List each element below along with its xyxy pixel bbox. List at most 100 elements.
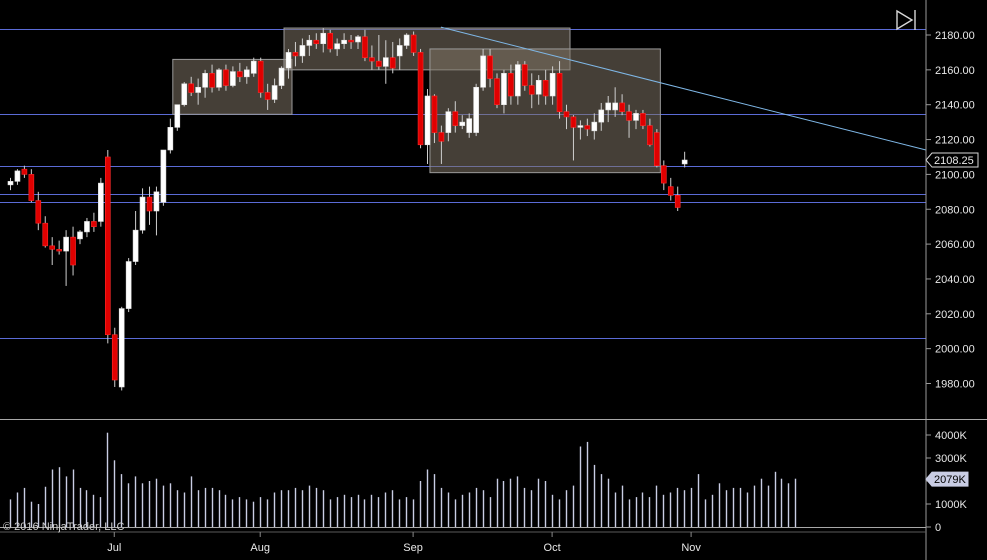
candle[interactable]: [619, 94, 625, 116]
candle[interactable]: [515, 61, 521, 105]
candle[interactable]: [681, 151, 688, 168]
candle[interactable]: [577, 120, 584, 140]
candle[interactable]: [501, 69, 507, 114]
candle[interactable]: [417, 48, 424, 149]
candle[interactable]: [508, 64, 514, 105]
candle[interactable]: [334, 38, 340, 56]
candle[interactable]: [174, 104, 181, 131]
candle[interactable]: [306, 35, 313, 56]
volume-series[interactable]: [9, 432, 797, 527]
candle[interactable]: [42, 216, 49, 248]
candle[interactable]: [98, 177, 104, 227]
candle[interactable]: [674, 186, 681, 211]
candle[interactable]: [237, 62, 243, 83]
candle[interactable]: [647, 118, 653, 147]
candle[interactable]: [376, 35, 382, 70]
candle[interactable]: [257, 57, 264, 98]
candle[interactable]: [584, 118, 591, 137]
candle[interactable]: [118, 306, 125, 391]
candle[interactable]: [230, 66, 236, 88]
candle[interactable]: [181, 82, 188, 107]
candle[interactable]: [139, 188, 146, 234]
candle[interactable]: [445, 108, 452, 142]
candle[interactable]: [494, 73, 500, 109]
candle[interactable]: [250, 57, 257, 77]
candle[interactable]: [605, 95, 612, 123]
candle[interactable]: [216, 68, 222, 91]
candle[interactable]: [77, 230, 83, 245]
candle[interactable]: [21, 165, 28, 178]
candle[interactable]: [56, 240, 62, 255]
candle[interactable]: [160, 149, 167, 206]
candle[interactable]: [452, 101, 459, 133]
candle[interactable]: [410, 31, 417, 56]
candle[interactable]: [278, 66, 285, 90]
candle[interactable]: [640, 109, 646, 130]
candle[interactable]: [480, 48, 486, 91]
candle[interactable]: [382, 40, 389, 84]
candle[interactable]: [209, 64, 215, 93]
candle[interactable]: [14, 169, 21, 185]
candle[interactable]: [341, 33, 347, 49]
candle[interactable]: [487, 48, 493, 88]
candle[interactable]: [320, 28, 327, 53]
candle[interactable]: [132, 210, 139, 266]
candle[interactable]: [202, 69, 208, 98]
candle[interactable]: [389, 41, 396, 74]
range-box[interactable]: [429, 48, 661, 174]
candle[interactable]: [563, 104, 570, 130]
candle[interactable]: [542, 69, 549, 105]
candle[interactable]: [570, 115, 577, 161]
candle[interactable]: [167, 118, 174, 154]
candlestick-series[interactable]: [7, 28, 688, 391]
candle[interactable]: [535, 75, 542, 105]
candle[interactable]: [424, 89, 431, 164]
candle[interactable]: [271, 78, 278, 103]
candle[interactable]: [473, 83, 479, 137]
candle[interactable]: [49, 237, 56, 266]
trendline-group[interactable]: [440, 26, 927, 151]
candle[interactable]: [556, 61, 563, 119]
candle[interactable]: [84, 217, 90, 238]
trendline[interactable]: [440, 26, 927, 151]
candle[interactable]: [369, 45, 375, 70]
candle[interactable]: [91, 212, 97, 232]
candle[interactable]: [348, 35, 354, 49]
candle[interactable]: [292, 41, 299, 67]
candle[interactable]: [244, 66, 250, 84]
candle[interactable]: [612, 87, 618, 117]
candle[interactable]: [223, 64, 229, 91]
candle[interactable]: [591, 113, 598, 140]
candle[interactable]: [7, 177, 14, 191]
candle[interactable]: [626, 104, 632, 138]
candle[interactable]: [396, 38, 403, 70]
candle[interactable]: [459, 115, 466, 130]
candle[interactable]: [285, 48, 292, 79]
candle[interactable]: [355, 35, 361, 49]
candle[interactable]: [264, 83, 271, 110]
candle[interactable]: [438, 125, 445, 164]
candle[interactable]: [549, 66, 556, 105]
candle[interactable]: [153, 186, 160, 236]
candle[interactable]: [299, 38, 306, 63]
candle[interactable]: [431, 94, 438, 144]
candle[interactable]: [327, 29, 334, 53]
candle[interactable]: [195, 78, 201, 105]
candle[interactable]: [105, 150, 111, 344]
candle[interactable]: [403, 33, 410, 49]
candle[interactable]: [633, 109, 639, 130]
play-next-icon[interactable]: [895, 8, 919, 32]
candle[interactable]: [188, 76, 194, 96]
candle[interactable]: [63, 230, 69, 286]
candle[interactable]: [362, 29, 368, 62]
candle[interactable]: [654, 129, 660, 168]
candle[interactable]: [28, 169, 35, 203]
candle[interactable]: [146, 186, 153, 225]
candle[interactable]: [521, 61, 528, 91]
candle[interactable]: [111, 327, 118, 387]
candle[interactable]: [598, 102, 605, 131]
candle[interactable]: [466, 113, 473, 138]
candle[interactable]: [528, 73, 535, 109]
candle[interactable]: [660, 160, 667, 191]
